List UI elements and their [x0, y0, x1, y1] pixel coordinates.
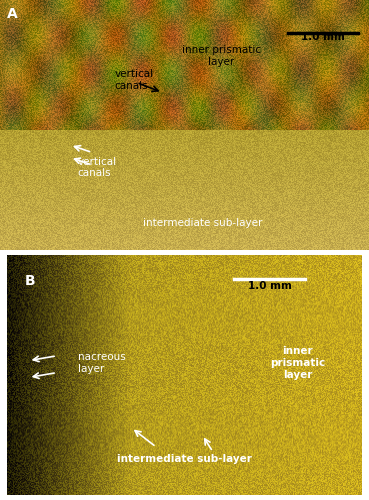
- Text: inner
prismatic
layer: inner prismatic layer: [270, 346, 325, 380]
- Text: intermediate sub-layer: intermediate sub-layer: [117, 454, 252, 464]
- Text: 1.0 mm: 1.0 mm: [248, 281, 292, 291]
- Text: A: A: [7, 8, 18, 22]
- Text: nacreous
layer: nacreous layer: [78, 352, 126, 374]
- Text: inner prismatic
layer: inner prismatic layer: [182, 45, 261, 66]
- Text: 1.0 mm: 1.0 mm: [301, 32, 345, 42]
- Text: B: B: [25, 274, 36, 288]
- Text: vertical
canals: vertical canals: [114, 69, 154, 91]
- Text: intermediate sub-layer: intermediate sub-layer: [143, 218, 263, 228]
- Text: vertical
canals: vertical canals: [77, 156, 117, 178]
